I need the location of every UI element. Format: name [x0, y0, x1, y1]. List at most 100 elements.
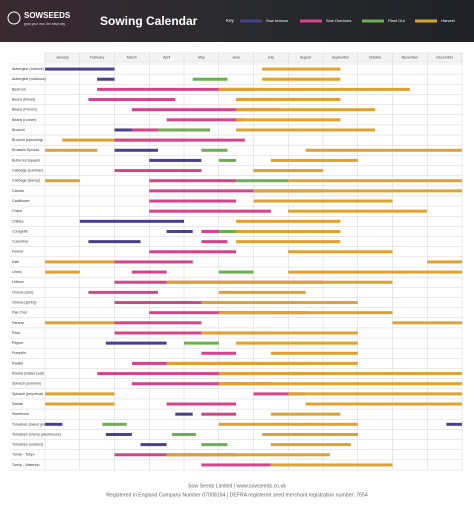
row-label: Onions (sets) — [12, 290, 33, 294]
month-label: August — [300, 56, 311, 60]
bar — [149, 189, 323, 193]
bar — [201, 463, 271, 467]
row-label: Carrots — [12, 189, 24, 193]
bar — [166, 402, 237, 406]
row-label: Cauliflower — [12, 199, 31, 203]
row-label: Tomatoes (cherry greenhouse) — [12, 432, 61, 436]
row-label: Turnip - Tokyo — [12, 453, 35, 457]
row-label: Pak Choi — [12, 311, 27, 315]
bar — [45, 422, 63, 426]
bar — [114, 138, 245, 142]
row-label: Pepper — [12, 341, 24, 345]
bar — [166, 453, 330, 457]
bar — [184, 341, 219, 345]
bar — [131, 270, 167, 274]
tagline: grow your own, the easy way — [24, 22, 66, 26]
bar — [218, 158, 237, 162]
row-label: Spinach (summer) — [12, 382, 41, 386]
bar — [218, 270, 254, 274]
key-label: Sow Indoors — [266, 18, 288, 23]
bar — [270, 443, 351, 447]
row-label: Parsnip — [12, 321, 24, 325]
bar — [270, 351, 358, 355]
bar — [131, 108, 280, 112]
bar — [88, 290, 158, 294]
row-label: Turnip - Waterloo — [12, 463, 40, 467]
bar — [288, 209, 428, 213]
bar — [262, 432, 358, 436]
bar — [140, 443, 167, 447]
month-label: October — [369, 56, 383, 60]
month-label: May — [198, 56, 205, 60]
bar — [166, 118, 245, 122]
bar — [236, 98, 341, 102]
bar — [201, 240, 228, 244]
row-label: Beans (runner) — [12, 118, 36, 122]
month-label: December — [436, 56, 453, 60]
bar — [114, 169, 202, 173]
bar — [166, 229, 193, 233]
bar — [253, 189, 462, 193]
row-label: Beans (French) — [12, 108, 37, 112]
footer-line: Sow Seeds Limited | www.sowseeds.co.uk — [188, 483, 286, 489]
bar — [253, 169, 323, 173]
month-label: January — [56, 56, 69, 60]
bar — [236, 219, 341, 223]
bar — [45, 67, 115, 71]
bar — [97, 87, 254, 91]
row-label: Cabbage (summer) — [12, 169, 43, 173]
bar — [45, 179, 80, 183]
bar — [201, 229, 228, 233]
bar — [270, 412, 341, 416]
row-label: Kale — [12, 260, 19, 264]
bar — [166, 361, 358, 365]
bar — [149, 250, 237, 254]
bar — [157, 128, 211, 132]
bar — [45, 402, 115, 406]
month-label: November — [402, 56, 419, 60]
month-label: February — [90, 56, 105, 60]
row-label: Broccoli (sprouting) — [12, 138, 43, 142]
bar — [131, 382, 271, 386]
bar — [88, 240, 141, 244]
row-label: Courgette — [12, 229, 28, 233]
bar — [149, 199, 237, 203]
bar — [201, 148, 228, 152]
bar — [88, 98, 176, 102]
bar — [114, 331, 271, 335]
row-label: Tomatoes (sweet greenhouse) — [12, 422, 60, 426]
bar — [114, 260, 193, 264]
bar — [218, 422, 358, 426]
bar — [105, 432, 132, 436]
row-label: Lettuce — [12, 280, 24, 284]
row-label: Brussels Sprouts — [12, 148, 39, 152]
bar — [236, 240, 341, 244]
brand: SOWSEEDS — [24, 11, 71, 20]
month-label: June — [232, 56, 240, 60]
logo-icon — [7, 11, 21, 25]
bar — [218, 290, 306, 294]
bar — [149, 158, 202, 162]
bar — [114, 148, 158, 152]
bar — [166, 280, 393, 284]
bar — [288, 392, 462, 396]
bar — [262, 77, 341, 81]
key-label: Plant Out — [388, 18, 406, 23]
key-title: Key — [226, 18, 235, 23]
bar — [218, 229, 341, 233]
key-label: Harvest — [441, 18, 456, 23]
row-label: Radish — [12, 361, 23, 365]
bar — [192, 77, 228, 81]
row-label: Swede — [12, 402, 23, 406]
bar — [392, 321, 462, 325]
bar — [175, 412, 193, 416]
bar — [236, 118, 341, 122]
footer-line: Registered in England Company Number 070… — [106, 492, 368, 498]
bar — [149, 209, 271, 213]
row-label: Leeks — [12, 270, 22, 274]
bar — [201, 412, 237, 416]
bar — [45, 270, 80, 274]
title: Sowing Calendar — [100, 14, 198, 28]
month-label: September — [332, 56, 350, 60]
